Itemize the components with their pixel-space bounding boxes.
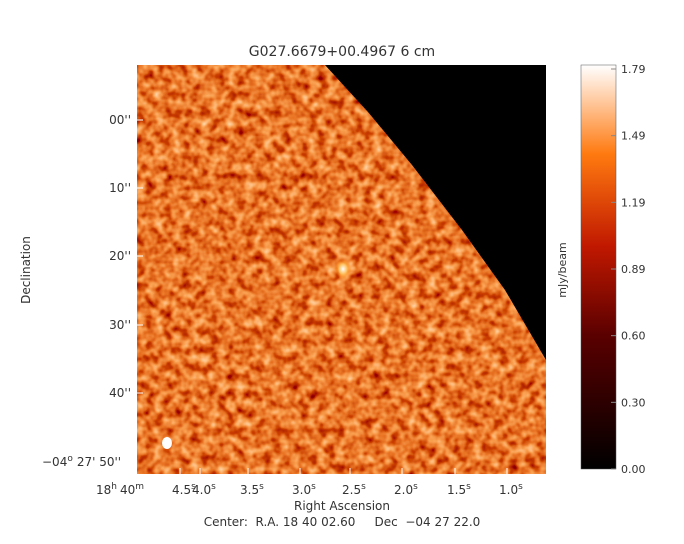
x-tick-label: 2.5s [342, 482, 366, 497]
y-tick-label: 20'' [109, 249, 131, 263]
colorbar-tick-label: 0.30 [621, 396, 646, 409]
x-tick-unit: s [466, 482, 471, 492]
x-tick-value: 2.0 [394, 483, 413, 497]
x-tick-unit: s [413, 482, 418, 492]
blank-region [325, 65, 546, 360]
colorbar-tick-label: 0.89 [621, 263, 646, 276]
x-tick-value: 2.5 [342, 483, 361, 497]
x-tick-value: 3.5 [240, 483, 259, 497]
ra-hours: 18 [96, 483, 111, 497]
x-tick-label: 2.0s [394, 482, 418, 497]
dec-o: o [67, 454, 73, 464]
x-tick-unit: s [211, 482, 216, 492]
dec-deg: −04 [42, 455, 67, 469]
y-tick-label: 40'' [109, 386, 131, 400]
colorbar-tick-label: 0.00 [621, 463, 646, 476]
colorbar-label: mJy/beam [556, 242, 569, 297]
x-tick-value: 4.0 [192, 483, 211, 497]
x-tick-unit: s [311, 482, 316, 492]
x-tick-label: 4.0s [192, 482, 216, 497]
x-tick-value: 1.5 [447, 483, 466, 497]
ra-m: m [135, 482, 144, 492]
y-tick-label: 30'' [109, 318, 131, 332]
dec-rest: 27' 50'' [77, 455, 121, 469]
x-tick-label: 4.5s [172, 482, 196, 497]
x-tick-unit: s [191, 482, 196, 492]
x-axis-label: Right Ascension [294, 499, 390, 513]
ra-origin: 18h 40m [96, 482, 144, 497]
colorbar-tick-label: 1.19 [621, 196, 646, 209]
x-tick-value: 4.5 [172, 483, 191, 497]
ra-minutes: 40 [120, 483, 135, 497]
x-tick-unit: s [518, 482, 523, 492]
x-tick-label: 3.5s [240, 482, 264, 497]
x-tick-unit: s [259, 482, 264, 492]
source [335, 259, 351, 279]
y-tick-label: 00'' [109, 113, 131, 127]
title: G027.6679+00.4967 6 cm [249, 44, 435, 60]
ra-h: h [111, 482, 117, 492]
center-text: Center: R.A. 18 40 02.60 Dec −04 27 22.0 [204, 515, 481, 529]
x-tick-label: 3.0s [292, 482, 316, 497]
x-tick-label: 1.0s [499, 482, 523, 497]
y-tick-label: 10'' [109, 181, 131, 195]
x-tick-value: 1.0 [499, 483, 518, 497]
colorbar-tick-label: 1.79 [621, 63, 646, 76]
beam [162, 437, 172, 449]
y-axis-label: Declination [19, 236, 33, 304]
colorbar [580, 64, 617, 470]
dec-origin: −04o 27' 50'' [42, 454, 121, 469]
x-tick-value: 3.0 [292, 483, 311, 497]
x-tick-unit: s [361, 482, 366, 492]
colorbar-tick-label: 1.49 [621, 130, 646, 143]
x-tick-label: 1.5s [447, 482, 471, 497]
colorbar-tick-label: 0.60 [621, 330, 646, 343]
